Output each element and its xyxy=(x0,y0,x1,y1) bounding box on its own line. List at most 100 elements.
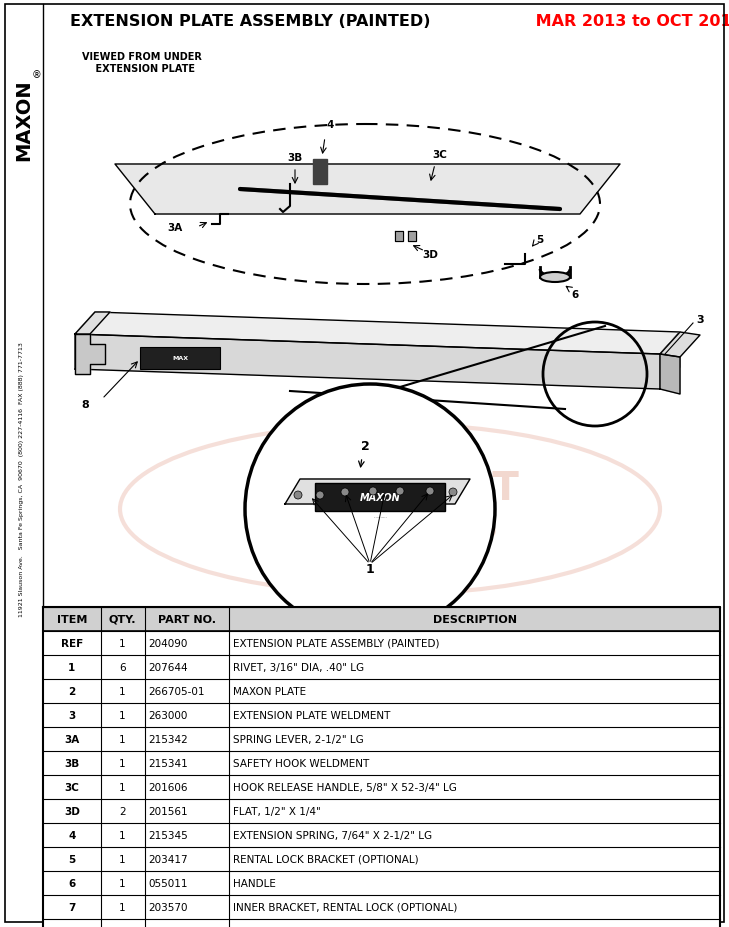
Polygon shape xyxy=(115,165,620,215)
Polygon shape xyxy=(395,232,403,242)
Text: 1: 1 xyxy=(120,758,126,768)
Text: 055011: 055011 xyxy=(149,878,188,888)
Text: DESCRIPTION: DESCRIPTION xyxy=(432,615,517,624)
Ellipse shape xyxy=(540,273,570,283)
Text: 3D: 3D xyxy=(64,806,79,816)
Text: 6: 6 xyxy=(120,662,126,672)
Text: 3A: 3A xyxy=(168,222,183,233)
Text: 11921 Slauson Ave.   Santa Fe Springs, CA  90670  (800) 227-4116  FAX (888) 771-: 11921 Slauson Ave. Santa Fe Springs, CA … xyxy=(20,342,25,616)
Polygon shape xyxy=(660,355,680,395)
Text: PART NO.: PART NO. xyxy=(158,615,216,624)
Text: INNER BRACKET, RENTAL LOCK (OPTIONAL): INNER BRACKET, RENTAL LOCK (OPTIONAL) xyxy=(233,902,458,912)
Circle shape xyxy=(341,489,349,497)
Text: 1: 1 xyxy=(120,782,126,793)
Bar xyxy=(43,704,720,727)
Polygon shape xyxy=(75,335,660,389)
Text: ®: ® xyxy=(31,70,41,80)
Text: SPRING LEVER, 2-1/2" LG: SPRING LEVER, 2-1/2" LG xyxy=(233,734,364,744)
Text: EXTENSION PLATE ASSEMBLY (PAINTED): EXTENSION PLATE ASSEMBLY (PAINTED) xyxy=(233,639,440,648)
Text: 3: 3 xyxy=(68,710,75,720)
Text: REF: REF xyxy=(61,639,83,648)
Text: 263000: 263000 xyxy=(149,710,188,720)
Text: 3: 3 xyxy=(696,314,703,324)
Text: MAR 2013 to OCT 2017: MAR 2013 to OCT 2017 xyxy=(530,15,729,30)
Text: 6: 6 xyxy=(68,878,75,888)
Circle shape xyxy=(449,489,457,497)
Text: MAXON: MAXON xyxy=(359,492,400,502)
Polygon shape xyxy=(313,159,327,184)
Text: 204090: 204090 xyxy=(149,639,188,648)
Text: 1: 1 xyxy=(120,710,126,720)
Text: 7: 7 xyxy=(68,902,76,912)
Bar xyxy=(43,823,720,847)
Text: FLAT, 1/2" X 1/4": FLAT, 1/2" X 1/4" xyxy=(233,806,321,816)
Text: 1: 1 xyxy=(120,686,126,696)
Bar xyxy=(43,751,720,775)
Text: ...........: ........... xyxy=(373,514,387,518)
Text: 3C: 3C xyxy=(432,150,448,159)
Text: 4: 4 xyxy=(68,830,76,840)
Text: 3A: 3A xyxy=(64,734,79,744)
Circle shape xyxy=(245,385,495,634)
Text: 2: 2 xyxy=(120,806,126,816)
Circle shape xyxy=(316,491,324,500)
Text: EXTENSION PLATE WELDMENT: EXTENSION PLATE WELDMENT xyxy=(233,710,391,720)
Circle shape xyxy=(369,488,377,495)
Bar xyxy=(43,679,720,704)
Circle shape xyxy=(426,488,434,495)
Text: RIVET, 3/16" DIA, .40" LG: RIVET, 3/16" DIA, .40" LG xyxy=(233,662,364,672)
Text: 215342: 215342 xyxy=(149,734,188,744)
Text: 1: 1 xyxy=(120,734,126,744)
Text: 1: 1 xyxy=(120,830,126,840)
Text: 1: 1 xyxy=(120,902,126,912)
Text: 267338-01: 267338-01 xyxy=(149,926,205,927)
Text: MAXON: MAXON xyxy=(15,79,34,160)
Text: RENTAL LOCK BRACKET (OPTIONAL): RENTAL LOCK BRACKET (OPTIONAL) xyxy=(233,854,418,864)
Text: 201561: 201561 xyxy=(149,806,188,816)
Text: ITEM: ITEM xyxy=(57,615,87,624)
Text: 203570: 203570 xyxy=(149,902,188,912)
Text: 215345: 215345 xyxy=(149,830,188,840)
Text: 203417: 203417 xyxy=(149,854,188,864)
Bar xyxy=(43,775,720,799)
Polygon shape xyxy=(75,312,680,355)
Text: 5: 5 xyxy=(68,854,75,864)
Text: 201606: 201606 xyxy=(149,782,188,793)
Text: QTY.: QTY. xyxy=(109,615,136,624)
Bar xyxy=(43,727,720,751)
Bar xyxy=(315,484,445,512)
Bar xyxy=(43,895,720,919)
Text: 266705-01: 266705-01 xyxy=(149,686,205,696)
Text: SPECIALISTS: SPECIALISTS xyxy=(281,514,499,544)
Bar xyxy=(140,348,220,370)
Text: EXTENSION PLATE ASSEMBLY (PAINTED): EXTENSION PLATE ASSEMBLY (PAINTED) xyxy=(70,15,430,30)
Text: 1: 1 xyxy=(120,926,126,927)
Polygon shape xyxy=(660,333,680,389)
Text: 8: 8 xyxy=(81,400,89,410)
Bar xyxy=(43,607,720,631)
Text: MAXON PLATE: MAXON PLATE xyxy=(233,686,306,696)
Bar xyxy=(43,919,720,927)
Bar xyxy=(43,631,720,655)
Text: 6: 6 xyxy=(572,289,579,299)
Text: MAX: MAX xyxy=(172,356,188,362)
Text: VIEWED FROM UNDER
    EXTENSION PLATE: VIEWED FROM UNDER EXTENSION PLATE xyxy=(82,52,202,73)
Text: 215341: 215341 xyxy=(149,758,188,768)
Text: 207644: 207644 xyxy=(149,662,188,672)
Polygon shape xyxy=(75,312,110,335)
Text: 2: 2 xyxy=(68,686,75,696)
Polygon shape xyxy=(660,333,700,358)
Bar xyxy=(43,799,720,823)
Text: 4: 4 xyxy=(327,120,334,130)
Bar xyxy=(43,871,720,895)
Text: 3B: 3B xyxy=(64,758,79,768)
Bar xyxy=(43,847,720,871)
Text: 3C: 3C xyxy=(64,782,79,793)
Polygon shape xyxy=(285,479,470,504)
Bar xyxy=(5,5,43,922)
Text: HANDLE: HANDLE xyxy=(233,878,276,888)
Text: MAX PRO DECAL (PAINTED  MODELS ONLY): MAX PRO DECAL (PAINTED MODELS ONLY) xyxy=(233,926,455,927)
Text: 1: 1 xyxy=(120,878,126,888)
Text: 3B: 3B xyxy=(287,153,303,163)
Circle shape xyxy=(396,488,404,495)
